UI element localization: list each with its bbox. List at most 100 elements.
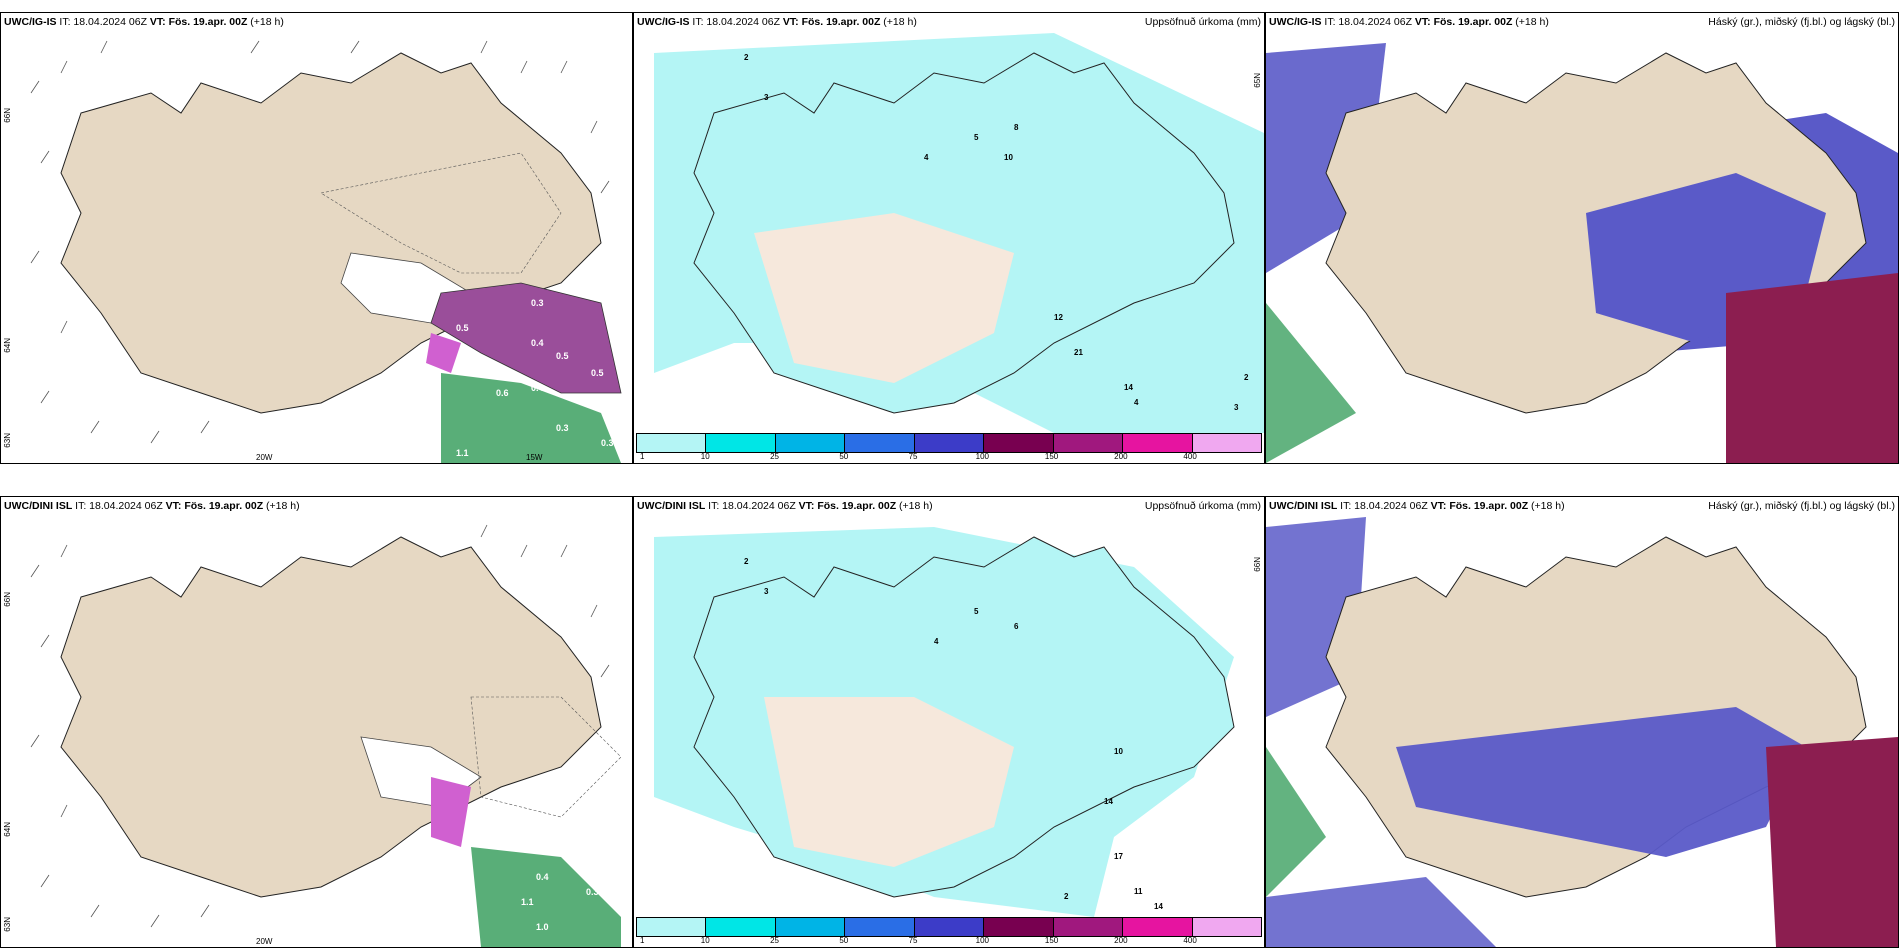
- panel-precip-igis: UWC/IG-IS IT: 18.04.2024 06Z VT: Fös. 19…: [633, 12, 1265, 464]
- panel-wind-igis: UWC/IG-IS IT: 18.04.2024 06Z VT: Fös. 19…: [0, 12, 633, 464]
- hatched-area: [320, 152, 562, 274]
- precip-magenta: [431, 777, 471, 847]
- lat-label: 66N: [1253, 557, 1262, 572]
- val-label: 5: [974, 607, 979, 616]
- lon-label: 20W: [256, 453, 273, 462]
- panel-subtitle: Uppsöfnuð úrkoma (mm): [1144, 16, 1261, 28]
- precip-purple: [430, 282, 622, 394]
- precip-green: [471, 847, 621, 947]
- val-label: 0.4: [531, 383, 544, 393]
- val-label: 0.4: [531, 338, 544, 348]
- green-clouds: [1266, 747, 1326, 897]
- val-label: 4: [924, 153, 929, 162]
- panel-header: UWC/IG-IS IT: 18.04.2024 06Z VT: Fös. 19…: [1269, 16, 1549, 28]
- tick-label: 400: [1183, 452, 1197, 461]
- tick-label: 400: [1183, 936, 1197, 945]
- lat-label: 63N: [3, 433, 12, 448]
- val-label: 0.3: [531, 298, 544, 308]
- low-clouds: [1726, 273, 1898, 463]
- tick-label: 200: [1114, 452, 1128, 461]
- lat-label: 64N: [3, 822, 12, 837]
- tick-label: 150: [1044, 936, 1059, 945]
- val-label: 0.3: [586, 887, 599, 897]
- iceland-map: [1266, 497, 1898, 947]
- val-label: 10: [1004, 153, 1013, 162]
- iceland-land: [60, 52, 602, 414]
- val-label: 11: [1134, 887, 1143, 896]
- val-label: 0.5: [456, 323, 469, 333]
- wind-barbs: [30, 524, 610, 928]
- val-label: 2: [744, 557, 749, 566]
- val-label: 0.3: [556, 423, 569, 433]
- val-label: 2: [1244, 373, 1249, 382]
- lat-label: 64N: [3, 338, 12, 353]
- lon-label: 20W: [256, 937, 273, 946]
- mid-clouds: [1396, 707, 1806, 857]
- precip-colorbar: [636, 433, 1262, 453]
- lat-label: 63N: [3, 917, 12, 932]
- panel-subtitle: Háský (gr.), miðský (fj.bl.) og lágský (…: [1708, 500, 1895, 512]
- val-label: 17: [1114, 852, 1123, 861]
- val-label: 12: [1054, 313, 1063, 322]
- val-label: 10: [1114, 747, 1123, 756]
- iceland-map: [30, 40, 622, 463]
- val-label: 2: [744, 53, 749, 62]
- lat-label: 66N: [3, 592, 12, 607]
- val-label: 21: [1074, 348, 1083, 357]
- precip-colorbar: [636, 917, 1262, 937]
- tick-label: 25: [770, 936, 779, 945]
- val-label: 0.3: [601, 438, 614, 448]
- panel-header: UWC/DINI ISL IT: 18.04.2024 06Z VT: Fös.…: [637, 500, 933, 512]
- panel-precip-dini: UWC/DINI ISL IT: 18.04.2024 06Z VT: Fös.…: [633, 496, 1265, 948]
- tick-label: 10: [700, 452, 710, 461]
- tick-label: 1: [640, 452, 645, 461]
- lat-label: 65N: [1253, 73, 1262, 88]
- val-label: 4: [1134, 398, 1139, 407]
- val-label: 3: [1234, 403, 1239, 412]
- colorbar-ticks: 1 10 25 50 75 100 150 200 400: [636, 452, 1260, 463]
- dry-area: [754, 213, 1014, 383]
- val-label: 0.4: [536, 872, 549, 882]
- val-label: 5: [974, 133, 979, 142]
- tick-label: 100: [975, 936, 989, 945]
- val-label: 14: [1124, 383, 1133, 392]
- iceland-map: [30, 524, 622, 947]
- tick-label: 200: [1114, 936, 1128, 945]
- tick-label: 1: [640, 936, 645, 945]
- tick-label: 75: [908, 452, 918, 461]
- val-label: 1.1: [521, 897, 534, 907]
- tick-label: 25: [770, 452, 779, 461]
- iceland-map: [1266, 13, 1898, 463]
- val-label: 2: [1064, 892, 1069, 901]
- val-label: 0.5: [556, 351, 569, 361]
- panel-subtitle: Uppsöfnuð úrkoma (mm): [1144, 500, 1261, 512]
- panel-clouds-igis: UWC/IG-IS IT: 18.04.2024 06Z VT: Fös. 19…: [1265, 12, 1899, 464]
- precip-green: [441, 373, 621, 463]
- wind-barbs: [30, 40, 610, 444]
- tick-label: 75: [908, 936, 918, 945]
- colorbar-ticks: 1 10 25 50 75 100 150 200 400: [636, 936, 1260, 947]
- lat-label: 66N: [3, 108, 12, 123]
- val-label: 1.1: [456, 448, 469, 458]
- val-label: 8: [1014, 123, 1019, 132]
- val-label: 0.3: [521, 832, 534, 842]
- val-label: 3: [764, 587, 769, 596]
- tick-label: 50: [839, 936, 849, 945]
- low-clouds: [1766, 737, 1898, 947]
- green-clouds: [1266, 303, 1356, 463]
- val-label: 4: [934, 637, 939, 646]
- panel-header: UWC/DINI ISL IT: 18.04.2024 06Z VT: Fös.…: [1269, 500, 1565, 512]
- tick-label: 150: [1044, 452, 1059, 461]
- iceland-map: [634, 497, 1264, 917]
- val-label: 14: [1154, 902, 1163, 911]
- tick-label: 50: [839, 452, 849, 461]
- val-label: 1.0: [536, 922, 549, 932]
- tick-label: 10: [700, 936, 710, 945]
- panel-header: UWC/IG-IS IT: 18.04.2024 06Z VT: Fös. 19…: [637, 16, 917, 28]
- panel-wind-dini: UWC/DINI ISL IT: 18.04.2024 06Z VT: Fös.…: [0, 496, 633, 948]
- panel-header: UWC/IG-IS IT: 18.04.2024 06Z VT: Fös. 19…: [4, 16, 284, 28]
- val-label: 6: [1014, 622, 1019, 631]
- tick-label: 100: [975, 452, 989, 461]
- val-label: 14: [1104, 797, 1113, 806]
- panel-header: UWC/DINI ISL IT: 18.04.2024 06Z VT: Fös.…: [4, 500, 300, 512]
